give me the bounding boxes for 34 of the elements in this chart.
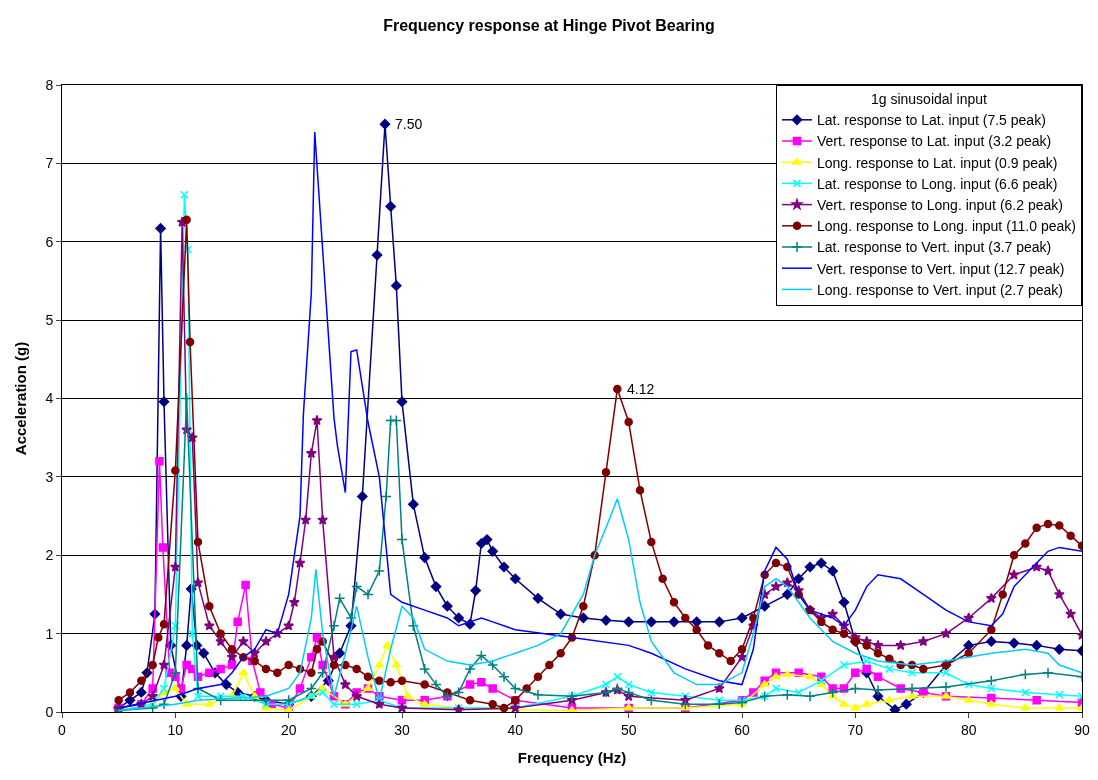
x-tick-label: 60 (734, 721, 750, 738)
x-tick-label: 0 (58, 721, 67, 738)
legend-label: Long. response to Long. input (11.0 peak) (817, 218, 1076, 235)
legend-label: Lat. response to Long. input (6.6 peak) (817, 175, 1058, 192)
y-tick-label: 3 (45, 468, 54, 485)
annotation: 7.50 (395, 116, 423, 132)
y-tick-label: 0 (45, 703, 54, 720)
y-tick-label: 5 (45, 312, 54, 329)
legend-title: 1g sinusoidal input (870, 91, 988, 108)
x-tick-label: 40 (507, 721, 524, 738)
legend-label: Long. response to Lat. input (0.9 peak) (817, 154, 1058, 171)
x-tick-label: 80 (960, 721, 977, 738)
x-tick-label: 50 (620, 721, 637, 738)
y-tick-label: 6 (45, 233, 54, 250)
x-tick-label: 90 (1074, 721, 1090, 738)
y-tick-label: 8 (45, 76, 54, 93)
legend-label: Long. response to Vert. input (2.7 peak) (817, 281, 1063, 298)
legend-label: Vert. response to Vert. input (12.7 peak) (817, 260, 1065, 277)
x-tick-label: 70 (847, 721, 864, 738)
x-tick-label: 10 (167, 721, 184, 738)
chart-title: Frequency response at Hinge Pivot Bearing (383, 16, 715, 34)
y-tick-label: 4 (45, 390, 54, 407)
y-tick-label: 2 (45, 547, 54, 564)
x-tick-label: 20 (280, 721, 297, 738)
y-tick-label: 7 (45, 155, 54, 172)
legend-label: Vert. response to Long. input (6.2 peak) (817, 197, 1063, 214)
x-axis-title: Frequency (Hz) (517, 748, 627, 766)
legend-label: Lat. response to Vert. input (3.7 peak) (817, 239, 1052, 256)
x-tick-label: 30 (394, 721, 410, 738)
legend-label: Lat. response to Lat. input (7.5 peak) (817, 112, 1046, 129)
annotation: 4.12 (627, 381, 655, 397)
legend-label: Vert. response to Lat. input (3.2 peak) (817, 133, 1052, 150)
y-axis-title: Acceleration (g) (11, 341, 29, 456)
y-tick-label: 1 (45, 625, 54, 642)
